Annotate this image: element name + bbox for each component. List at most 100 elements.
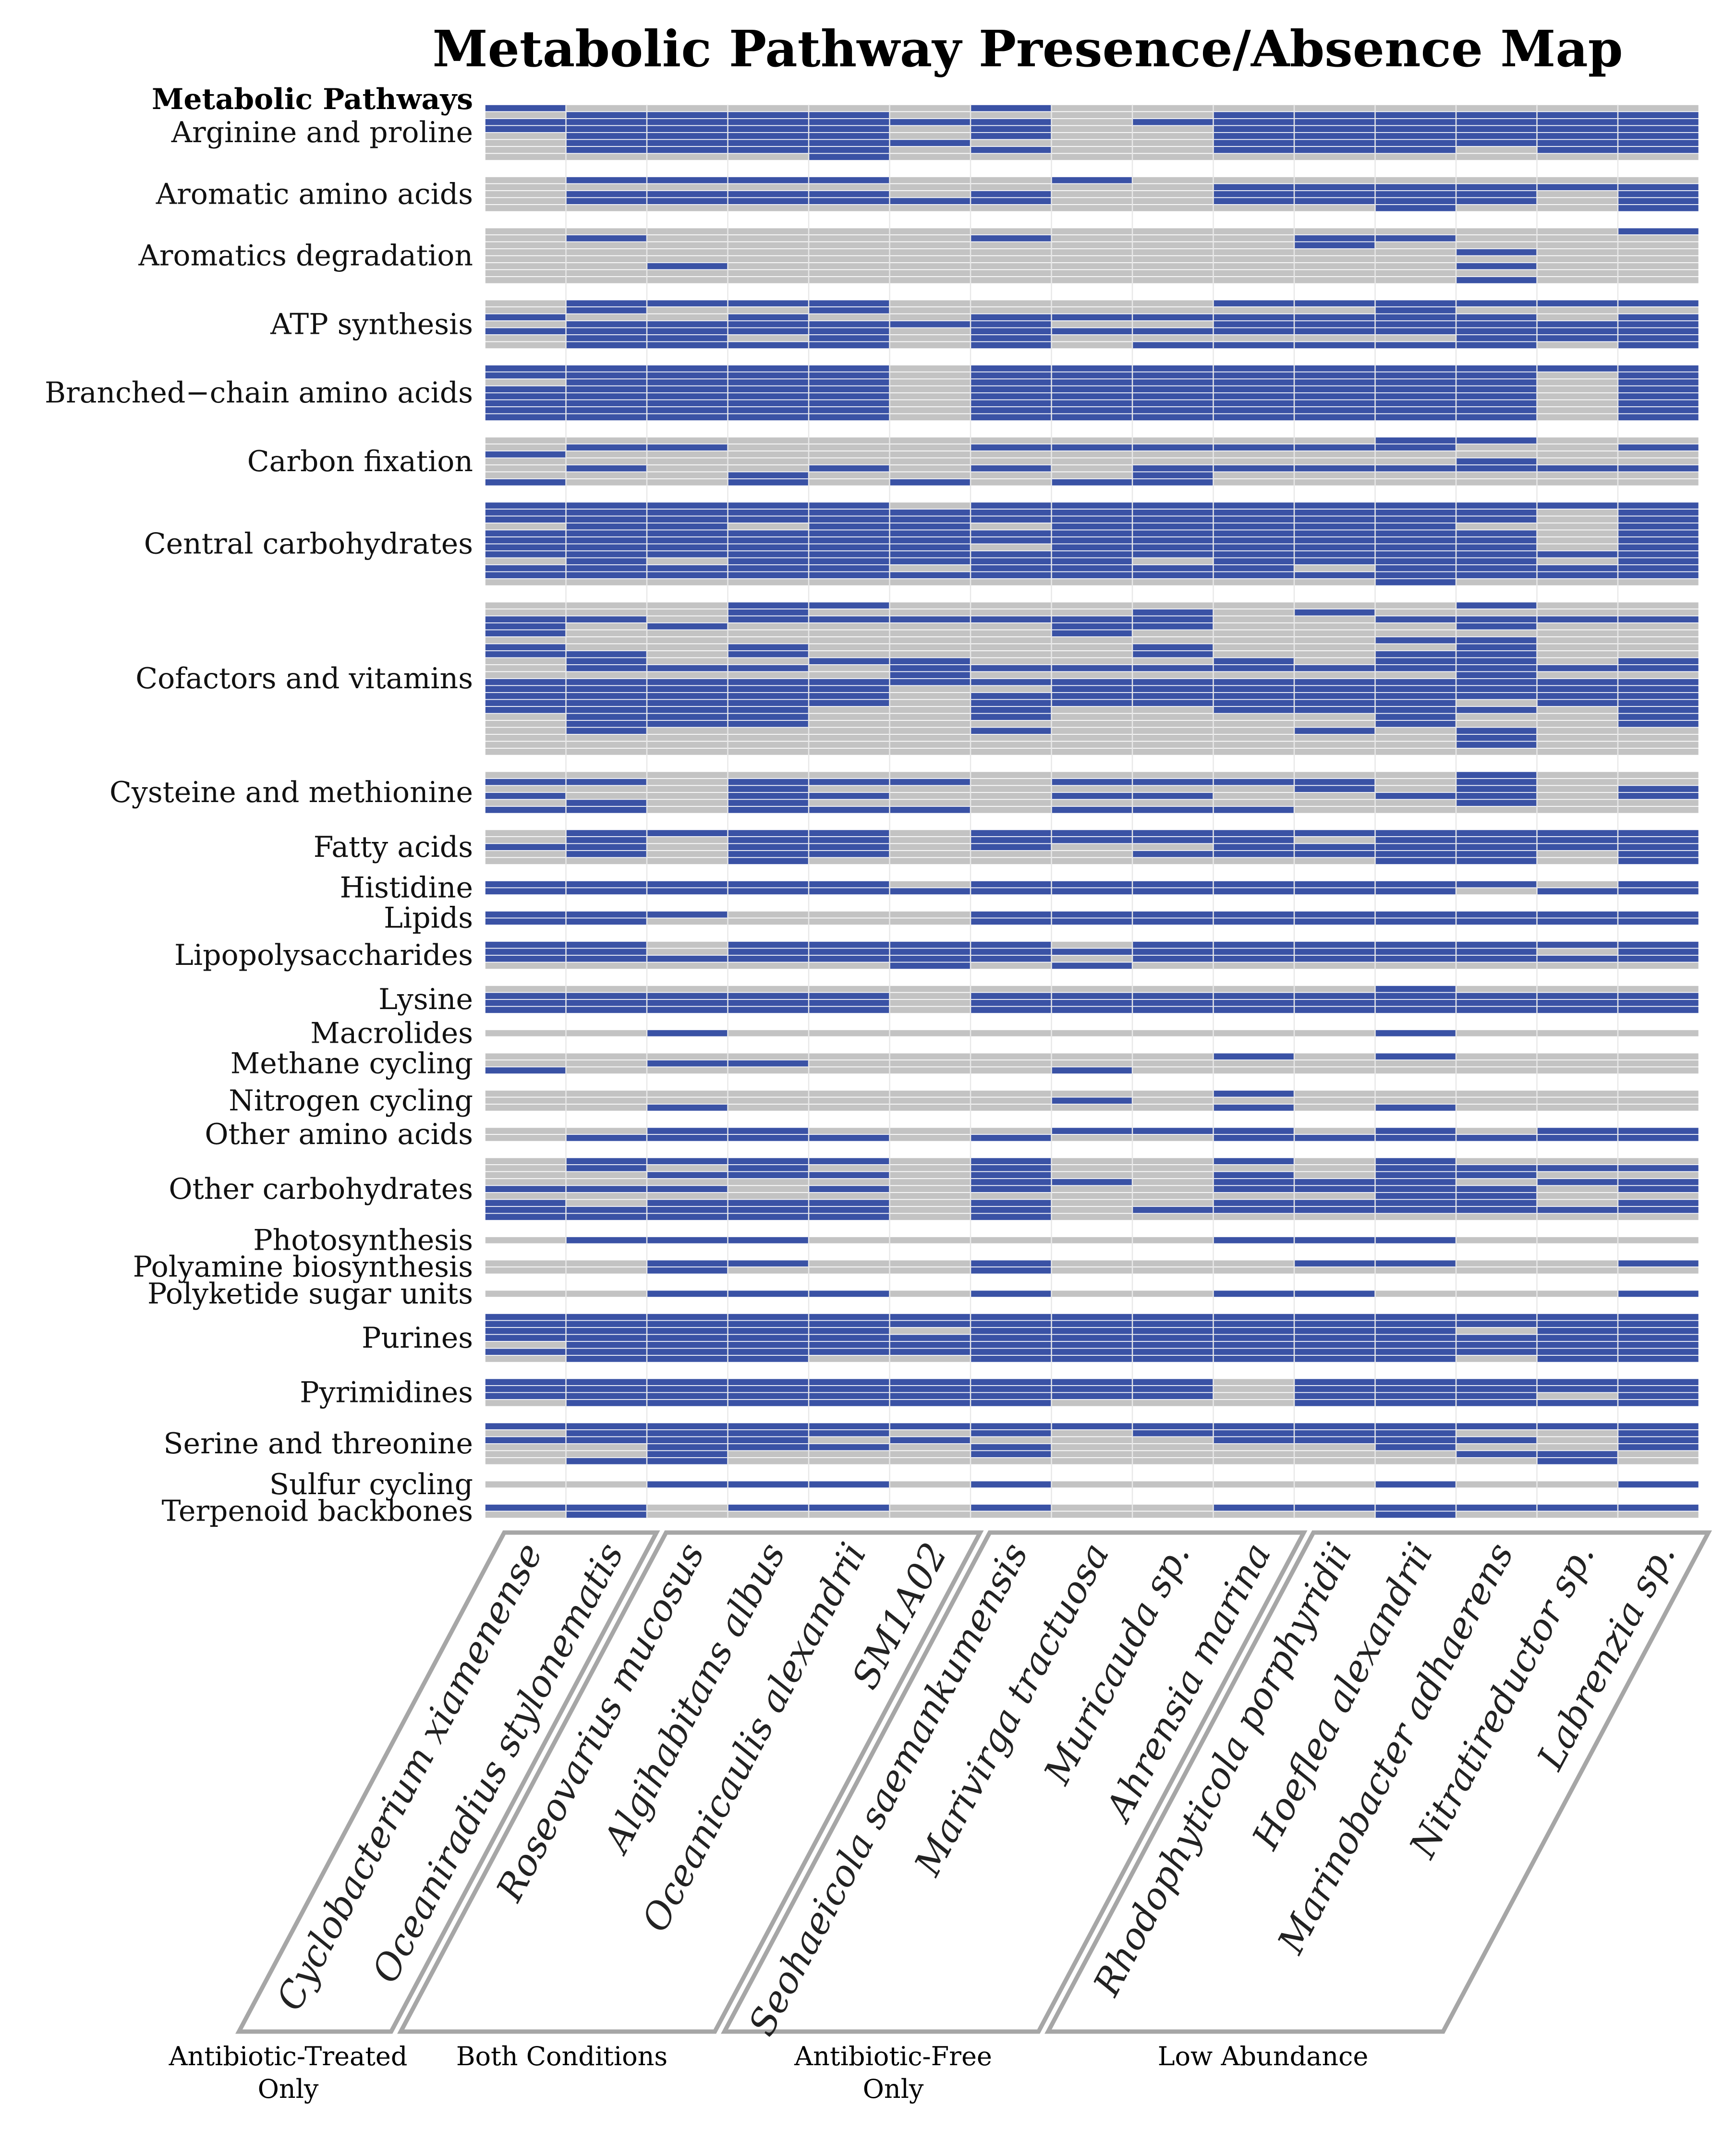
cell-lysine-r1-c10 (1294, 992, 1376, 1000)
cell-other-carbohydrates-r1-c13 (1536, 1164, 1618, 1172)
cell-cofactors-and-vitamins-r1-c1 (565, 609, 647, 617)
cell-lysine-r2-c9 (1213, 999, 1295, 1007)
cell-other-carbohydrates-r7-c2 (646, 1206, 728, 1214)
cell-carbon-fixation-r6-c4 (808, 478, 890, 487)
cell-aromatics-degradation-r7-c14 (1617, 276, 1700, 284)
cell-lipopolysaccharides-r1-c13 (1536, 948, 1618, 956)
cell-cysteine-and-methionine-r2-c3 (727, 785, 809, 793)
cell-macrolides-r0-c4 (808, 1029, 890, 1037)
cell-cysteine-and-methionine-r2-c1 (565, 785, 647, 793)
cell-purines-r1-c13 (1536, 1320, 1618, 1328)
pathway-label-methane-cycling: Methane cycling (231, 1047, 473, 1080)
cell-serine-and-threonine-r5-c11 (1374, 1457, 1457, 1465)
cell-cofactors-and-vitamins-r7-c9 (1213, 650, 1295, 658)
cell-lipopolysaccharides-r3-c0 (485, 962, 567, 970)
cell-cofactors-and-vitamins-r4-c11 (1374, 629, 1457, 637)
pathway-label-aromatic-amino-acids: Aromatic amino acids (156, 177, 473, 211)
cell-histidine-r1-c11 (1374, 887, 1457, 895)
cell-purines-r4-c4 (808, 1341, 890, 1349)
cell-carbon-fixation-r6-c3 (727, 478, 809, 487)
cell-histidine-r1-c12 (1456, 887, 1538, 895)
cell-arginine-and-proline-r1-c2 (646, 111, 728, 119)
cell-polyamine-biosynthesis-r1-c13 (1536, 1266, 1618, 1275)
cell-aromatic-amino-acids-r0-c7 (1051, 176, 1133, 184)
cell-cofactors-and-vitamins-r3-c10 (1294, 622, 1376, 631)
cell-lysine-r0-c12 (1456, 985, 1538, 993)
cell-cysteine-and-methionine-r0-c10 (1294, 771, 1376, 779)
cell-branched-chain-amino-acids-r2-c14 (1617, 378, 1700, 387)
cell-aromatics-degradation-r0-c5 (889, 227, 971, 235)
cell-cofactors-and-vitamins-r12-c4 (808, 685, 890, 693)
cell-aromatics-degradation-r1-c1 (565, 234, 647, 243)
cell-polyamine-biosynthesis-r0-c4 (808, 1259, 890, 1267)
cell-cofactors-and-vitamins-r3-c13 (1536, 622, 1618, 631)
cell-serine-and-threonine-r5-c3 (727, 1457, 809, 1465)
cell-other-carbohydrates-r4-c12 (1456, 1185, 1538, 1193)
cell-atp-synthesis-r0-c11 (1374, 299, 1457, 307)
cell-carbon-fixation-r3-c2 (646, 457, 728, 465)
cell-aromatic-amino-acids-r1-c2 (646, 183, 728, 191)
cell-purines-r0-c7 (1051, 1313, 1133, 1321)
cell-cysteine-and-methionine-r1-c13 (1536, 778, 1618, 786)
cell-cofactors-and-vitamins-r11-c13 (1536, 678, 1618, 686)
cell-cofactors-and-vitamins-r14-c8 (1132, 699, 1214, 707)
cell-central-carbohydrates-r3-c2 (646, 523, 728, 531)
cell-cofactors-and-vitamins-r13-c7 (1051, 692, 1133, 700)
cell-aromatics-degradation-r4-c0 (485, 255, 567, 263)
cell-aromatics-degradation-r0-c13 (1536, 227, 1618, 235)
cell-lipopolysaccharides-r0-c0 (485, 941, 567, 949)
cell-terpenoid-backbones-r1-c12 (1456, 1510, 1538, 1519)
cell-histidine-r0-c6 (970, 880, 1052, 889)
cell-atp-synthesis-r1-c2 (646, 306, 728, 315)
cell-cysteine-and-methionine-r2-c8 (1132, 785, 1214, 793)
cell-central-carbohydrates-r4-c2 (646, 529, 728, 537)
cell-serine-and-threonine-r4-c3 (727, 1450, 809, 1458)
cell-cofactors-and-vitamins-r16-c3 (727, 713, 809, 721)
cell-cysteine-and-methionine-r1-c6 (970, 778, 1052, 786)
cell-central-carbohydrates-r7-c2 (646, 550, 728, 559)
cell-histidine-r1-c1 (565, 887, 647, 895)
cell-cysteine-and-methionine-r1-c8 (1132, 778, 1214, 786)
cell-other-carbohydrates-r8-c1 (565, 1213, 647, 1221)
cell-cofactors-and-vitamins-r20-c4 (808, 741, 890, 749)
cell-carbon-fixation-r6-c7 (1051, 478, 1133, 487)
cell-other-carbohydrates-r7-c0 (485, 1206, 567, 1214)
cell-polyamine-biosynthesis-r0-c11 (1374, 1259, 1457, 1267)
cell-fatty-acids-r2-c2 (646, 843, 728, 851)
pathway-block-aromatic-amino-acids (485, 176, 1700, 212)
cell-cysteine-and-methionine-r3-c4 (808, 792, 890, 800)
group-bracket-antibiotic-free-only (721, 1530, 1308, 2034)
cell-atp-synthesis-r1-c8 (1132, 306, 1214, 315)
cell-central-carbohydrates-r4-c9 (1213, 529, 1295, 537)
cell-central-carbohydrates-r11-c2 (646, 578, 728, 586)
cell-cofactors-and-vitamins-r16-c6 (970, 713, 1052, 721)
cell-arginine-and-proline-r0-c11 (1374, 104, 1457, 112)
cell-lipids-r0-c3 (727, 911, 809, 919)
cell-cysteine-and-methionine-r1-c12 (1456, 778, 1538, 786)
cell-cofactors-and-vitamins-r11-c2 (646, 678, 728, 686)
cell-purines-r0-c10 (1294, 1313, 1376, 1321)
cell-serine-and-threonine-r0-c13 (1536, 1422, 1618, 1430)
cell-other-carbohydrates-r5-c0 (485, 1192, 567, 1200)
cell-carbon-fixation-r0-c2 (646, 437, 728, 445)
cell-branched-chain-amino-acids-r5-c9 (1213, 399, 1295, 407)
cell-lysine-r0-c6 (970, 985, 1052, 993)
cell-carbon-fixation-r5-c9 (1213, 471, 1295, 479)
cell-fatty-acids-r3-c10 (1294, 850, 1376, 858)
cell-fatty-acids-r0-c9 (1213, 829, 1295, 837)
cell-pyrimidines-r0-c5 (889, 1378, 971, 1386)
cell-aromatics-degradation-r7-c8 (1132, 276, 1214, 284)
cell-serine-and-threonine-r2-c4 (808, 1436, 890, 1444)
cell-lipids-r0-c7 (1051, 911, 1133, 919)
cell-pyrimidines-r1-c6 (970, 1385, 1052, 1393)
cell-methane-cycling-r2-c1 (565, 1066, 647, 1074)
cell-cofactors-and-vitamins-r20-c6 (970, 741, 1052, 749)
cell-other-carbohydrates-r2-c14 (1617, 1171, 1700, 1179)
cell-fatty-acids-r2-c8 (1132, 843, 1214, 851)
cell-polyamine-biosynthesis-r0-c8 (1132, 1259, 1214, 1267)
cell-other-amino-acids-r0-c3 (727, 1127, 809, 1135)
cell-arginine-and-proline-r2-c7 (1051, 118, 1133, 126)
cell-arginine-and-proline-r7-c6 (970, 153, 1052, 161)
cell-aromatic-amino-acids-r2-c10 (1294, 190, 1376, 198)
